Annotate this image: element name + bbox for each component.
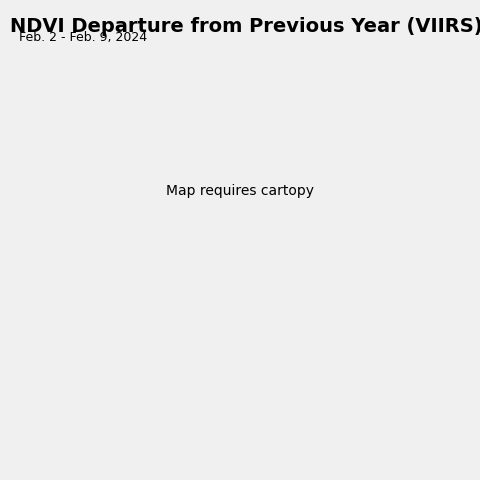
Text: NDVI Departure from Previous Year (VIIRS): NDVI Departure from Previous Year (VIIRS… (10, 17, 480, 36)
Text: Feb. 2 - Feb. 9, 2024: Feb. 2 - Feb. 9, 2024 (19, 31, 147, 44)
Text: Map requires cartopy: Map requires cartopy (166, 183, 314, 197)
